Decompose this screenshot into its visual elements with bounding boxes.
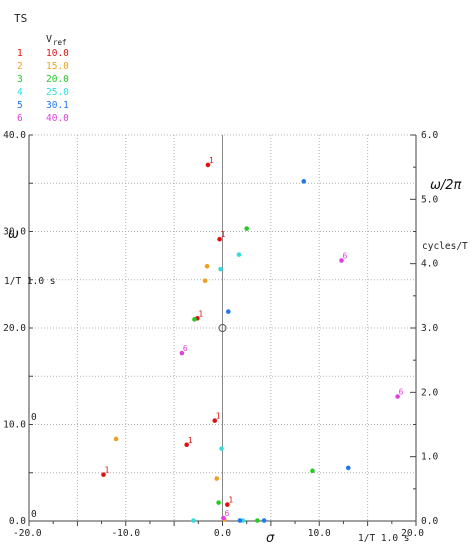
legend-index: 4 bbox=[17, 87, 23, 98]
legend: 1 10.0 2 15.0 3 20.0 4 25.0 5 30.1 6 40.0 bbox=[17, 48, 69, 124]
data-point-label: 1 bbox=[216, 412, 221, 421]
y-tick-label: 0.0 bbox=[9, 516, 26, 527]
axes bbox=[28, 134, 417, 526]
data-point bbox=[255, 518, 260, 523]
data-point bbox=[179, 350, 185, 356]
legend-header: V bbox=[46, 34, 52, 45]
y-tick-labels: 0.0 10.0 20.0 30.0 40.0 bbox=[3, 130, 26, 527]
data-point bbox=[237, 518, 243, 523]
data-point-label: 1 bbox=[221, 230, 226, 239]
data-point bbox=[226, 309, 231, 314]
left-edge-label-lower: 0 bbox=[31, 509, 37, 520]
reference-marker bbox=[218, 324, 227, 332]
data-point bbox=[218, 266, 223, 272]
y2-axis-units: cycles/T bbox=[422, 241, 468, 252]
data-point bbox=[339, 258, 344, 263]
data-point bbox=[101, 472, 106, 477]
y2-axis-label: ω/2π bbox=[430, 178, 462, 193]
data-point bbox=[225, 502, 230, 507]
legend-index: 5 bbox=[17, 100, 23, 111]
x-tick-label: 0.0 bbox=[214, 528, 231, 539]
data-point-label: 6 bbox=[224, 509, 229, 518]
y-axis-label: ω bbox=[8, 227, 19, 242]
data-points: 1 1 1 1 1 1 1 6 6 6 6 bbox=[101, 156, 404, 523]
x-tick-label: 20.0 bbox=[401, 528, 424, 539]
data-point bbox=[236, 252, 242, 257]
y-tick-label: 30.0 bbox=[3, 227, 26, 238]
data-point bbox=[219, 446, 224, 451]
x-tick-label: 10.0 bbox=[308, 528, 331, 539]
legend-entry: 30.1 bbox=[46, 100, 69, 111]
legend-entry: 10.0 bbox=[46, 48, 69, 59]
y2-tick-label: 6.0 bbox=[421, 130, 438, 141]
y-axis-units: 1/T 1.0 s bbox=[4, 276, 55, 287]
legend-entry: 40.0 bbox=[46, 113, 69, 124]
y-tick-label: 20.0 bbox=[3, 323, 26, 334]
data-point bbox=[184, 442, 190, 448]
data-point bbox=[205, 162, 211, 168]
data-point bbox=[310, 468, 315, 474]
data-point bbox=[395, 394, 400, 399]
x-tick-label: -20.0 bbox=[13, 528, 42, 539]
legend-entry: 20.0 bbox=[46, 74, 69, 85]
data-point-label: 1 bbox=[228, 496, 233, 505]
data-point bbox=[191, 518, 196, 523]
x-axis-units: 1/T 1.0 s bbox=[358, 533, 409, 544]
y2-tick-label: 2.0 bbox=[421, 387, 438, 398]
y2-tick-label: 3.0 bbox=[421, 323, 438, 334]
data-point bbox=[261, 518, 267, 523]
x-tick-label: -10.0 bbox=[111, 528, 140, 539]
data-point bbox=[214, 476, 219, 481]
data-point bbox=[345, 465, 351, 471]
data-point bbox=[217, 236, 222, 242]
x-axis-label: σ bbox=[266, 531, 275, 546]
legend-header-sub: ref bbox=[53, 38, 67, 47]
data-point-label: 1 bbox=[209, 156, 214, 165]
data-point bbox=[212, 418, 218, 423]
data-point bbox=[204, 263, 210, 269]
data-point bbox=[216, 500, 221, 505]
data-point-label: 6 bbox=[343, 251, 348, 260]
data-point bbox=[301, 179, 307, 184]
data-point-label: 1 bbox=[188, 436, 193, 445]
y-tick-label: 10.0 bbox=[3, 420, 26, 431]
chart-title: TS bbox=[14, 12, 27, 25]
left-edge-label-upper: 0 bbox=[31, 412, 37, 423]
data-point-label: 6 bbox=[183, 344, 188, 353]
data-point bbox=[113, 436, 119, 442]
data-point bbox=[202, 278, 208, 284]
grid bbox=[29, 134, 416, 521]
y2-tick-label: 4.0 bbox=[421, 259, 438, 270]
y2-tick-label: 0.0 bbox=[421, 516, 438, 527]
y-tick-label: 40.0 bbox=[3, 130, 26, 141]
data-point bbox=[244, 226, 249, 231]
data-point-label: 1 bbox=[198, 309, 203, 318]
y2-tick-label: 1.0 bbox=[421, 452, 438, 463]
legend-index: 3 bbox=[17, 74, 23, 85]
data-point-label: 1 bbox=[104, 466, 109, 475]
y2-tick-label: 5.0 bbox=[421, 194, 438, 205]
data-point bbox=[221, 515, 226, 521]
legend-entry: 15.0 bbox=[46, 61, 69, 72]
legend-index: 2 bbox=[17, 61, 23, 72]
legend-entry: 25.0 bbox=[46, 87, 69, 98]
y2-tick-labels: 0.0 1.0 2.0 3.0 4.0 5.0 6.0 bbox=[421, 130, 438, 527]
legend-index: 1 bbox=[17, 48, 23, 59]
data-point-label: 6 bbox=[399, 388, 404, 397]
legend-index: 6 bbox=[17, 113, 23, 124]
data-point bbox=[192, 317, 197, 322]
x-tick-labels: -20.0 -10.0 0.0 10.0 20.0 bbox=[13, 528, 424, 539]
